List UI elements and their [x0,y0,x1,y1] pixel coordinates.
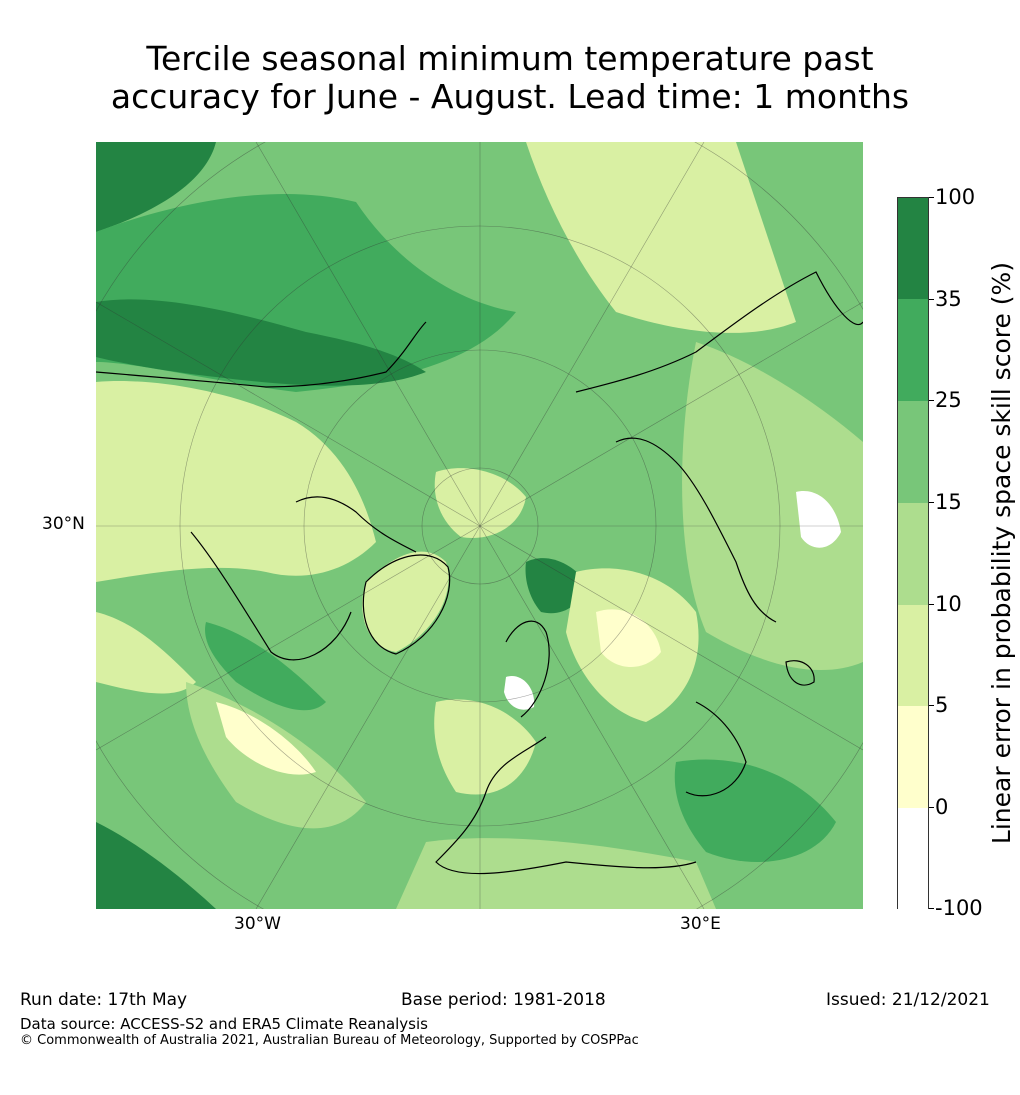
graticule [96,142,863,909]
skill-region-central-asia [682,342,863,671]
colorbar-tick-label: 10 [935,592,962,616]
issued-date: Issued: 21/12/2021 [826,990,990,1010]
skill-region-high-nordic [525,558,586,614]
colorbar-bin-35-100 [898,198,928,299]
colorbar-tickmark [929,604,934,605]
skill-region-low-atlantic [216,702,316,775]
map-canvas [96,142,863,909]
skill-region-low-scandinavia [504,676,535,710]
skill-region-north-america-west [96,612,196,694]
colorbar-bin-0-5 [898,706,928,808]
lat-label-30n: 30°N [42,514,85,534]
run-date: Run date: 17th May [20,990,188,1010]
coastlines [96,271,863,875]
colorbar-bin-15-25 [898,401,928,503]
colorbar-tick-label: 15 [935,490,962,514]
colorbar-tick-label: 35 [935,287,962,311]
skill-region-north-america [96,381,376,582]
colorbar-tickmark [929,400,934,401]
skill-region-low-russia [596,609,661,667]
colorbar-tickmark [929,197,934,198]
skill-region-high-pacific-band [96,299,426,386]
skill-region-siberia [526,142,796,333]
colorbar-tick-label: -100 [935,896,983,920]
colorbar-tickmark [929,908,934,909]
skill-region-high-nw [96,142,216,232]
colorbar-tickmark [929,807,934,808]
colorbar [897,197,929,910]
skill-region-mideast [674,759,836,862]
chart-title: Tercile seasonal minimum temperature pas… [0,40,1020,116]
colorbar-bin-25-35 [898,299,928,401]
polar-skill-map [96,142,863,909]
colorbar-tick-label: 5 [935,693,949,717]
colorbar-bin-5-10 [898,605,928,706]
skill-region-high-labrador [205,622,326,711]
skill-region-high-sw [96,822,216,909]
title-line-1: Tercile seasonal minimum temperature pas… [146,39,874,78]
lon-label-30w: 30°W [234,914,281,934]
colorbar-tickmark [929,299,934,300]
skill-region-arctic-center [434,468,526,538]
colorbar-label: Linear error in probability space skill … [987,261,1016,845]
colorbar-tick-label: 100 [935,185,976,209]
colorbar-bin-10-15 [898,503,928,605]
colorbar-tick-label: 25 [935,388,962,412]
base-period: Base period: 1981-2018 [401,990,606,1010]
colorbar-tickmark [929,502,934,503]
skill-region-low-east [796,491,841,548]
colorbar-tickmark [929,705,934,706]
skill-region-africa-north [396,838,716,909]
lon-label-30e: 30°E [680,914,721,934]
title-line-2: accuracy for June - August. Lead time: 1… [110,77,910,116]
skill-region-greenland [362,551,449,652]
copyright: © Commonwealth of Australia 2021, Austra… [20,1033,639,1048]
data-source: Data source: ACCESS-S2 and ERA5 Climate … [20,1015,428,1033]
colorbar-bin-neg100-0 [898,808,928,910]
colorbar-tick-label: 0 [935,795,949,819]
skill-region-europe [434,699,536,795]
